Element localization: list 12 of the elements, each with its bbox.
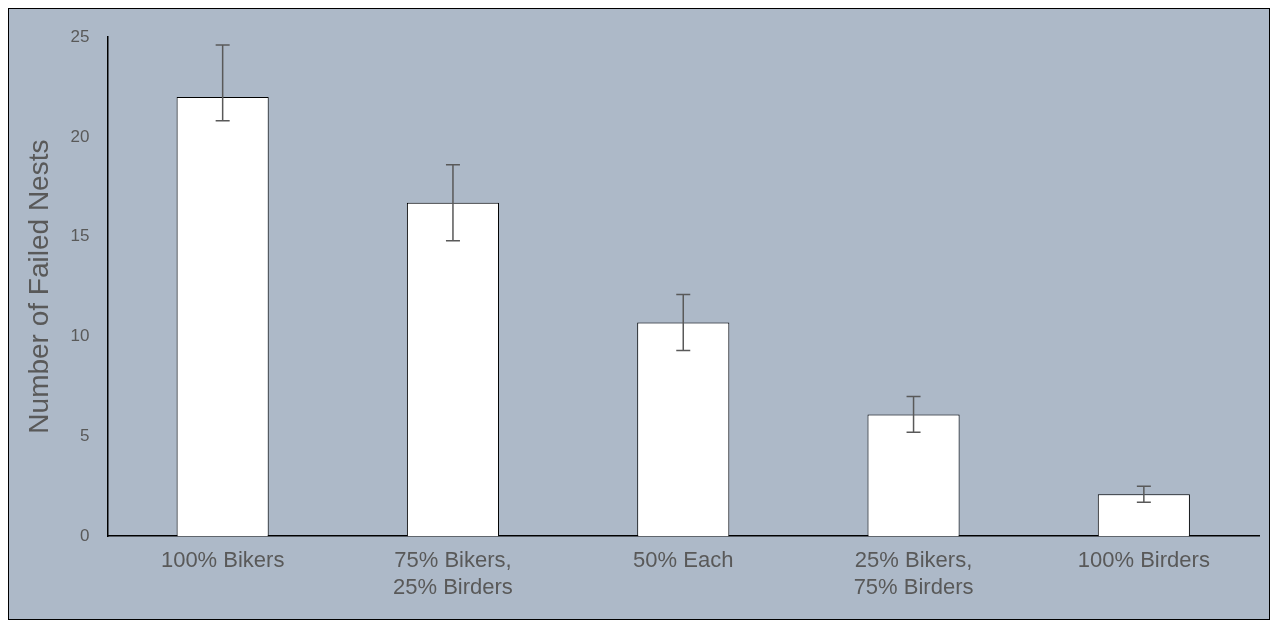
y-tick-label: 15 (70, 226, 90, 246)
y-tick-label: 10 (70, 326, 90, 346)
x-tick-label: 25% Bikers, 75% Birders (853, 547, 974, 599)
y-axis-title: Number of Failed Nests (22, 139, 54, 434)
y-tick-label: 20 (70, 126, 90, 146)
x-tick-label: 100% Bikers (160, 547, 285, 573)
y-tick-label: 25 (70, 26, 90, 46)
y-tick-label: 5 (80, 426, 90, 446)
x-tick-label: 50% Each (633, 547, 734, 573)
x-tick-label: 75% Bikers, 25% Birders (393, 547, 513, 599)
y-tick-label: 0 (80, 525, 90, 545)
x-tick-label: 100% Birders (1077, 547, 1210, 573)
